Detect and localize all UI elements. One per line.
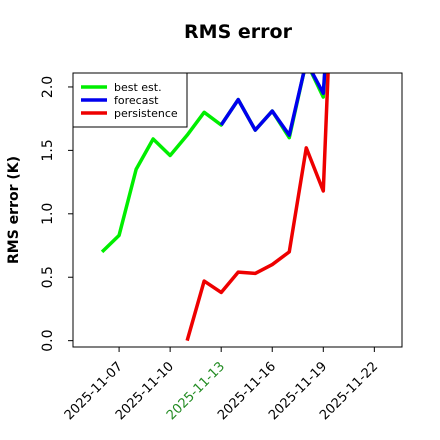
y-tick-label: 0.5 — [40, 266, 56, 288]
line-series — [219, 73, 327, 137]
y-tick-label: 2.0 — [40, 76, 56, 98]
plot-area — [100, 73, 330, 342]
legend-label: persistence — [114, 107, 178, 120]
y-tick-label: 0.0 — [40, 330, 56, 352]
plot-frame — [72, 72, 403, 348]
legend-label: best est. — [114, 81, 162, 94]
line-series — [185, 73, 330, 342]
y-tick-label: 1.5 — [40, 139, 56, 161]
y-tick-label: 1.0 — [40, 203, 56, 225]
legend-label: forecast — [114, 94, 159, 107]
y-axis-label: RMS error (K) — [6, 156, 22, 264]
chart-title: RMS error — [184, 21, 293, 43]
